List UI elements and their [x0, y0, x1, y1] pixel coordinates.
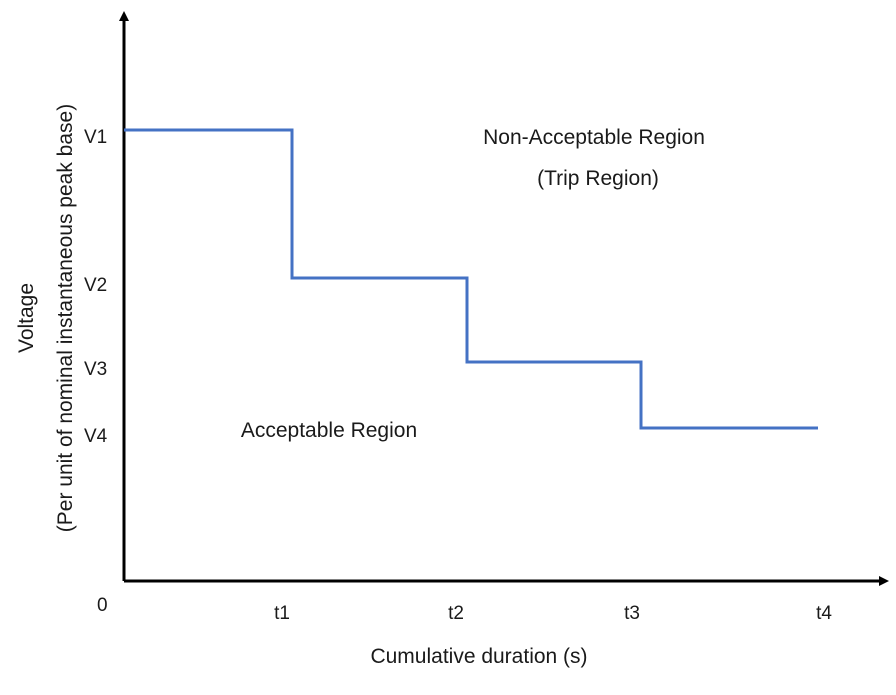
x-axis-title: Cumulative duration (s)	[370, 645, 587, 668]
x-tick-label-t4: t4	[816, 603, 832, 624]
origin-label: 0	[97, 595, 108, 616]
y-axis-title-line1: Voltage	[15, 283, 38, 353]
x-tick-label-t3: t3	[624, 603, 640, 624]
non-acceptable-region-label: Non-Acceptable Region	[483, 126, 705, 149]
x-tick-label-t2: t2	[448, 603, 464, 624]
voltage-step-curve	[124, 128, 818, 430]
y-tick-label-v1: V1	[84, 127, 107, 148]
y-tick-label-v3: V3	[84, 359, 107, 380]
y-axis-title-line2: (Per unit of nominal instantaneous peak …	[54, 104, 77, 532]
y-axis-title: Voltage (Per unit of nominal instantaneo…	[15, 104, 77, 532]
acceptable-region-label: Acceptable Region	[241, 419, 417, 442]
y-tick-label-v4: V4	[84, 426, 108, 447]
x-tick-label-t1: t1	[274, 603, 290, 624]
trip-region-label: (Trip Region)	[537, 167, 659, 190]
y-tick-label-v2: V2	[84, 275, 107, 296]
